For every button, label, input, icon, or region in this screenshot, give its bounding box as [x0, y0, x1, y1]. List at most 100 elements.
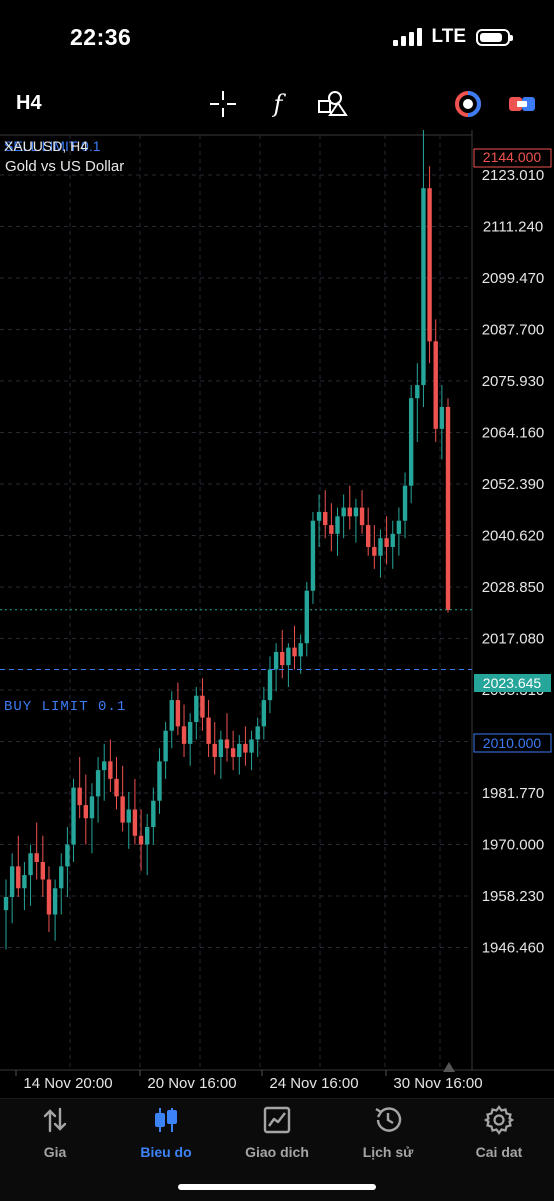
candle-body — [353, 507, 359, 517]
candle-body — [298, 643, 303, 657]
price-tick-label: 2134.780 — [482, 130, 545, 133]
history-icon — [333, 1105, 443, 1135]
candle-body — [255, 726, 260, 740]
candle-body — [46, 879, 52, 915]
home-indicator — [178, 1184, 376, 1190]
candle-body — [175, 700, 181, 727]
nav-history-label: Lịch sử — [362, 1144, 414, 1160]
price-chart[interactable]: 2146.5502134.7802123.0102111.2402099.470… — [0, 64, 554, 1098]
time-tick-label: 20 Nov 16:00 — [147, 1075, 236, 1092]
time-axis: 14 Nov 20:00 20 Nov 16:00 24 Nov 16:00 30 N… — [15, 1070, 483, 1092]
price-tick-label: 2017.080 — [482, 631, 545, 648]
candle-body — [280, 651, 285, 666]
candle-body — [310, 520, 316, 591]
candle-body — [329, 525, 334, 534]
price-tick-label: 2123.010 — [482, 167, 545, 184]
cellular-signal-icon — [392, 28, 422, 46]
candle-body — [372, 546, 377, 556]
status-time: 22:36 — [70, 24, 132, 50]
buy-limit-price: 2010.000 — [483, 735, 542, 751]
nav-chart[interactable]: Bieu do — [111, 1099, 221, 1179]
candle-body — [323, 511, 328, 526]
candle-body — [261, 700, 267, 727]
sell-limit-price-tag — [473, 148, 552, 168]
candle-body — [396, 520, 402, 534]
status-indicators: LTE — [392, 26, 513, 48]
trade-bubble-icon[interactable] — [452, 88, 484, 120]
candle-body — [138, 835, 144, 845]
candle-body — [157, 761, 162, 801]
chart-candles-icon — [111, 1105, 221, 1135]
candle-body — [347, 507, 352, 517]
candle-body — [365, 525, 371, 547]
candle-body — [95, 770, 101, 797]
timeframe-button[interactable]: H4 — [16, 92, 42, 114]
candle-body — [427, 188, 432, 342]
buy-limit-label[interactable]: BUY LIMIT 0.1 — [4, 699, 126, 715]
time-tick-label: 30 Nov 16:00 — [393, 1075, 482, 1092]
candle-body — [40, 862, 46, 880]
price-tick-label: 2028.850 — [482, 579, 545, 596]
nav-chart-label: Bieu do — [140, 1144, 192, 1160]
candle-body — [273, 651, 279, 670]
symbol-description: Gold vs US Dollar — [5, 158, 124, 175]
candle-body — [292, 647, 297, 657]
settings-icon — [444, 1105, 554, 1135]
price-tick-label: 2064.160 — [482, 425, 545, 442]
candle-body — [359, 507, 365, 526]
chart-shift-icon[interactable] — [443, 1062, 455, 1072]
symbol-label: XAUUSD, H4 — [4, 138, 88, 154]
price-tick-label: 2052.390 — [482, 476, 545, 493]
price-tick-label: 2075.930 — [482, 373, 545, 390]
nav-quotes-label: Gia — [43, 1144, 67, 1160]
candlestick-chart[interactable]: 2146.5502134.7802123.0102111.2402099.470… — [0, 64, 554, 1098]
price-tick-label: 2099.470 — [482, 270, 545, 287]
candle-body — [335, 516, 340, 534]
price-tick-label: 2040.620 — [482, 528, 545, 545]
price-tick-label: 1958.230 — [482, 888, 545, 905]
price-tick-label: 2087.700 — [482, 322, 545, 339]
candle-body — [163, 730, 168, 762]
candle-body — [433, 341, 438, 429]
objects-icon[interactable] — [316, 88, 348, 120]
crosshair-icon[interactable] — [207, 88, 239, 120]
indicators-icon[interactable]: f — [262, 88, 294, 120]
candle-body — [34, 853, 39, 863]
nav-history[interactable]: Lịch sử — [333, 1099, 443, 1179]
bottom-nav: Gia Bieu do Giao dich Lịch sử Cai dat — [0, 1098, 554, 1201]
nav-settings-label: Cai dat — [475, 1144, 523, 1160]
candle-body — [224, 739, 230, 749]
nav-trade[interactable]: Giao dich — [222, 1099, 332, 1179]
one-click-trading-icon[interactable] — [506, 88, 538, 120]
candle-body — [267, 669, 273, 701]
candle-body — [71, 787, 76, 845]
candle-body — [114, 778, 119, 797]
candle-body — [206, 717, 211, 744]
candle-body — [187, 721, 193, 744]
candle-body — [59, 866, 64, 889]
candle-body — [408, 398, 414, 486]
candle-body — [286, 647, 291, 666]
candle-body — [52, 888, 58, 915]
price-axis: 2146.5502134.7802123.0102111.2402099.470… — [482, 64, 545, 957]
network-type: LTE — [431, 26, 466, 47]
candle-body — [421, 188, 426, 386]
candle-body — [16, 866, 21, 889]
price-tick-label: 1981.770 — [482, 785, 545, 802]
candle-body — [22, 875, 27, 889]
nav-quotes[interactable]: Gia — [0, 1099, 110, 1179]
battery-icon — [476, 28, 513, 46]
candle-body — [120, 796, 125, 823]
candle-body — [102, 761, 107, 771]
price-tick-label: 2111.240 — [483, 219, 543, 236]
candle-body — [9, 866, 15, 898]
quotes-icon — [0, 1105, 110, 1135]
candle-body — [89, 796, 95, 819]
candle-body — [237, 743, 242, 757]
candle-body — [230, 748, 236, 757]
candle-body — [181, 726, 187, 744]
candle-body — [390, 533, 395, 547]
candle-body — [341, 507, 346, 517]
time-tick-label: 24 Nov 16:00 — [269, 1075, 358, 1092]
nav-settings[interactable]: Cai dat — [444, 1099, 554, 1179]
